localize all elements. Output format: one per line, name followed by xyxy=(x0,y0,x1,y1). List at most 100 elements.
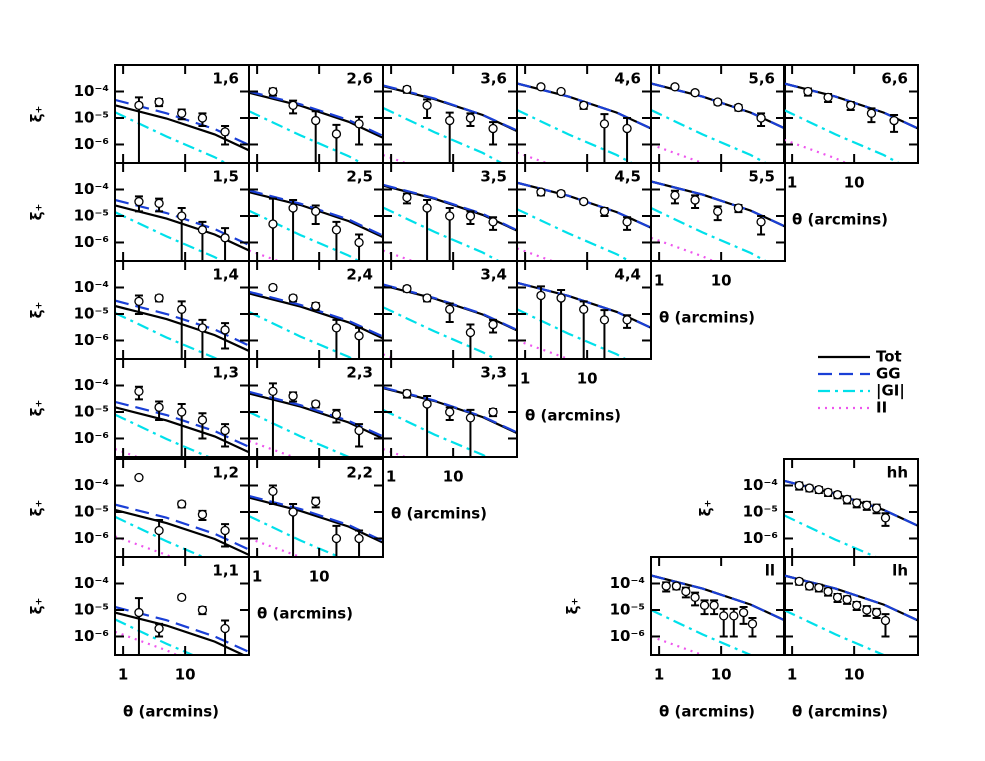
data-point xyxy=(154,198,164,208)
y-tick-label: 10⁻⁶ xyxy=(74,233,109,251)
data-point xyxy=(268,486,278,497)
panel-title: ll xyxy=(765,562,775,580)
data-point xyxy=(268,86,278,97)
data-point xyxy=(220,425,230,436)
curve xyxy=(517,109,634,163)
panel-frame xyxy=(650,162,786,262)
data-point xyxy=(729,611,739,621)
plot-area xyxy=(784,82,918,163)
plot-area xyxy=(383,183,517,261)
curve xyxy=(115,503,249,551)
data-point xyxy=(220,525,230,536)
data-point xyxy=(177,407,187,417)
data-point xyxy=(422,100,432,110)
curve xyxy=(115,400,249,448)
plot-area xyxy=(784,574,918,655)
x-tick-label: 1 xyxy=(252,568,262,586)
panel: 1 10 2,2 θ (arcmins) xyxy=(248,458,384,623)
data-point xyxy=(738,607,749,618)
data-point xyxy=(402,192,412,203)
data-point xyxy=(354,331,364,341)
data-point xyxy=(197,225,208,235)
curve xyxy=(115,198,249,246)
data-point xyxy=(866,108,877,118)
data-point xyxy=(671,581,682,591)
curve xyxy=(383,408,489,457)
x-axis-label: θ (arcmins) xyxy=(525,407,621,425)
panel-title: hh xyxy=(887,464,908,482)
curve xyxy=(651,109,768,163)
data-point xyxy=(422,293,432,303)
curve xyxy=(115,611,247,655)
curve xyxy=(651,180,785,228)
panel-title: lh xyxy=(892,562,908,580)
data-point xyxy=(823,92,833,103)
x-tick-label: 10 xyxy=(844,174,865,192)
legend-label: II xyxy=(876,399,887,417)
data-point xyxy=(197,323,208,333)
data-point xyxy=(354,237,364,248)
x-tick-label: 1 xyxy=(787,666,797,684)
x-tick-label: 10 xyxy=(711,666,732,684)
data-point xyxy=(331,225,342,235)
data-point xyxy=(268,386,278,397)
curve xyxy=(115,111,228,163)
y-axis-label: ξ₊ xyxy=(28,598,46,615)
panel: 1 10 4,4 θ (arcmins) xyxy=(516,260,652,425)
panel-title: 1,3 xyxy=(212,364,239,382)
data-point xyxy=(445,211,455,221)
y-axis-label: ξ₊ xyxy=(564,598,582,615)
y-tick-label: 10⁻⁴ xyxy=(74,574,109,592)
panel: 4,5 xyxy=(516,162,652,262)
panel: 1 10 lh θ (arcmins) xyxy=(783,556,919,721)
y-tick-label: 10⁻⁴ xyxy=(743,476,778,494)
panel-title: 4,6 xyxy=(614,70,641,88)
data-point xyxy=(719,611,729,621)
panel: 1 10 5,5 θ (arcmins) xyxy=(650,162,786,327)
error-bar xyxy=(268,382,277,457)
data-point xyxy=(288,391,298,401)
data-point xyxy=(794,480,804,491)
x-tick-label: 10 xyxy=(175,666,196,684)
curve xyxy=(249,390,383,438)
data-point xyxy=(814,484,824,495)
data-point xyxy=(220,127,230,137)
data-point xyxy=(670,82,680,92)
panel: 1 10 6,6 θ (arcmins) xyxy=(783,64,919,229)
data-point xyxy=(814,582,824,593)
x-axis-label: θ (arcmins) xyxy=(257,605,353,623)
data-point xyxy=(331,323,342,333)
data-point xyxy=(832,592,843,602)
plot-area xyxy=(517,82,651,163)
data-point xyxy=(445,407,455,417)
plot-area xyxy=(383,283,517,359)
y-axis-label: ξ₊ xyxy=(28,204,46,221)
curve xyxy=(115,311,220,359)
y-tick-label: 10⁻⁴ xyxy=(610,574,645,592)
y-tick-label: 10⁻⁵ xyxy=(610,600,645,618)
data-point xyxy=(852,600,862,610)
y-tick-label: 10⁻⁶ xyxy=(74,627,109,645)
data-point xyxy=(579,304,589,314)
panel-title: 1,4 xyxy=(212,266,239,284)
error-bar xyxy=(332,524,341,557)
plot-area xyxy=(249,282,383,359)
plot-area xyxy=(784,479,918,557)
x-axis-label: θ (arcmins) xyxy=(391,505,487,523)
y-axis-label: ξ₊ xyxy=(28,500,46,517)
data-point xyxy=(690,195,700,205)
curve xyxy=(115,104,249,152)
curve xyxy=(249,310,355,359)
data-point xyxy=(402,284,412,294)
data-point xyxy=(579,100,589,110)
y-tick-label: 10⁻⁵ xyxy=(74,402,109,420)
plot-area xyxy=(651,82,785,163)
data-point xyxy=(699,600,710,610)
plot-area xyxy=(383,386,517,457)
data-point xyxy=(556,188,566,199)
curve xyxy=(249,290,383,338)
data-point xyxy=(465,113,476,123)
x-axis-label: θ (arcmins) xyxy=(792,703,888,721)
data-point xyxy=(331,533,342,544)
panel: 1 10 3,3 θ (arcmins) xyxy=(382,358,518,523)
